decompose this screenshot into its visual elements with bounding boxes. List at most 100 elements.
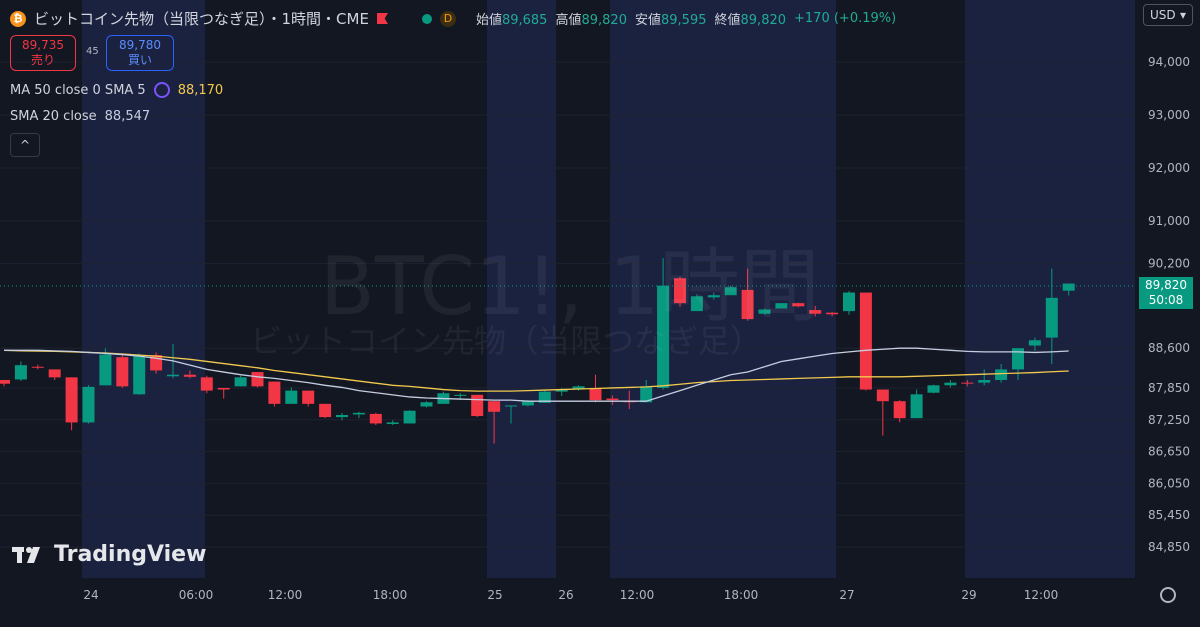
candle-body bbox=[82, 386, 95, 423]
ma50-label: MA 50 close 0 SMA 5 bbox=[10, 82, 146, 98]
candle-body bbox=[555, 389, 568, 392]
time-tick-label: 12:00 bbox=[1024, 588, 1059, 602]
candle-body bbox=[14, 365, 27, 380]
candle-body bbox=[1028, 340, 1041, 346]
price-tick-label: 86,650 bbox=[1148, 445, 1190, 459]
flag-icon[interactable] bbox=[376, 13, 388, 24]
candle-body bbox=[0, 380, 10, 384]
time-tick-label: 29 bbox=[961, 588, 976, 602]
buy-button[interactable]: 89,780 買い bbox=[106, 35, 174, 71]
candle-body bbox=[99, 354, 112, 386]
candle-body bbox=[657, 285, 670, 388]
session-band bbox=[965, 0, 1135, 578]
candle-body bbox=[1045, 297, 1058, 338]
loading-icon bbox=[153, 82, 170, 98]
sma20-indicator[interactable]: SMA 20 close 88,547 bbox=[10, 109, 150, 124]
candle-body bbox=[352, 412, 365, 415]
tradingview-logo[interactable]: TradingView bbox=[12, 542, 206, 567]
candle-body bbox=[403, 410, 416, 424]
high-label: 高値 bbox=[555, 13, 582, 28]
market-status-icon[interactable] bbox=[421, 13, 432, 24]
last-price-tag: 89,820 50:08 bbox=[1139, 277, 1193, 309]
session-band bbox=[82, 0, 205, 578]
candle-body bbox=[910, 394, 923, 419]
candle-body bbox=[488, 401, 501, 412]
currency-select[interactable]: USD ▾ bbox=[1143, 4, 1193, 26]
candle-body bbox=[589, 389, 602, 401]
candles bbox=[0, 258, 1075, 444]
candle-body bbox=[369, 413, 382, 424]
session-band bbox=[610, 0, 836, 578]
low-value: 89,595 bbox=[661, 13, 707, 28]
chart-title[interactable]: ビットコイン先物（当限つなぎ足）・1時間・CME bbox=[34, 10, 369, 28]
candle-body bbox=[843, 292, 855, 312]
candle-body bbox=[133, 355, 146, 395]
candle-body bbox=[285, 390, 298, 404]
candle-body bbox=[319, 403, 332, 418]
candle-body bbox=[859, 292, 872, 390]
ma-lines bbox=[3, 347, 1069, 402]
currency-label: USD bbox=[1150, 8, 1176, 22]
candle-body bbox=[217, 387, 230, 390]
candle-body bbox=[707, 295, 720, 298]
sma20-value: 88,547 bbox=[104, 109, 151, 124]
candle-body bbox=[775, 303, 788, 309]
candle-body bbox=[927, 385, 940, 393]
candle-body bbox=[792, 303, 805, 307]
change-value: +170 (+0.19%) bbox=[794, 11, 897, 26]
candle-body bbox=[454, 394, 467, 396]
candle-body bbox=[995, 369, 1008, 380]
bar-countdown: 50:08 bbox=[1148, 293, 1184, 307]
time-tick-label: 12:00 bbox=[268, 588, 303, 602]
time-tick-label: 18:00 bbox=[724, 588, 759, 602]
d-badge-icon[interactable]: D bbox=[439, 10, 456, 27]
session-bands bbox=[82, 0, 1135, 578]
buy-label: 買い bbox=[127, 53, 152, 67]
bitcoin-icon: ₿ bbox=[10, 10, 26, 27]
sell-label: 売り bbox=[30, 53, 55, 67]
time-axis[interactable]: 24 06:00 12:00 18:00 25 26 12:00 18:00 27 29 12:00 bbox=[83, 588, 1058, 602]
tradingview-logo-icon bbox=[12, 546, 40, 563]
sma20-label: SMA 20 close bbox=[10, 109, 97, 124]
candle-body bbox=[31, 366, 44, 368]
candle-body bbox=[724, 287, 737, 296]
price-tick-label: 92,000 bbox=[1148, 161, 1190, 175]
candle-body bbox=[336, 414, 348, 418]
price-tick-label: 88,600 bbox=[1148, 341, 1190, 355]
price-tick-label: 91,000 bbox=[1148, 214, 1190, 228]
time-tick-label: 27 bbox=[839, 588, 854, 602]
collapse-legend-button[interactable]: ^ bbox=[10, 133, 40, 157]
candle-body bbox=[741, 289, 754, 320]
settings-gear-icon[interactable] bbox=[1160, 587, 1176, 603]
candle-body bbox=[978, 380, 991, 383]
ma50-indicator[interactable]: MA 50 close 0 SMA 5 88,170 bbox=[10, 82, 223, 98]
sma20-line bbox=[4, 347, 1069, 402]
buy-price: 89,780 bbox=[119, 38, 161, 52]
time-tick-label: 24 bbox=[83, 588, 98, 602]
candle-body bbox=[251, 372, 264, 387]
watermark-name: ビットコイン先物（当限つなぎ足） bbox=[250, 322, 763, 360]
low-label: 安値 bbox=[634, 13, 661, 28]
price-tick-label: 84,850 bbox=[1148, 540, 1190, 554]
watermark-symbol: BTC1!, 1時間 bbox=[320, 240, 820, 333]
candle-body bbox=[572, 386, 585, 390]
candle-body bbox=[1012, 348, 1024, 370]
sell-button[interactable]: 89,735 売り bbox=[10, 35, 76, 71]
candle-body bbox=[606, 398, 619, 401]
candle-body bbox=[420, 402, 433, 407]
candle-body bbox=[690, 296, 703, 312]
sell-price: 89,735 bbox=[22, 38, 64, 52]
price-tick-label: 93,000 bbox=[1148, 108, 1190, 122]
candle-body bbox=[809, 310, 822, 314]
candle-body bbox=[48, 369, 61, 378]
price-axis[interactable]: 84,850 85,450 86,050 86,650 87,250 87,850 88,6… bbox=[1148, 55, 1190, 554]
candle-body bbox=[826, 312, 839, 315]
candle-body bbox=[65, 377, 78, 423]
chevron-down-icon: ▾ bbox=[1179, 8, 1186, 22]
candle-body bbox=[167, 374, 179, 377]
candle-body bbox=[893, 401, 906, 419]
close-value: 89,820 bbox=[740, 13, 787, 28]
price-tick-label: 86,050 bbox=[1148, 476, 1190, 490]
ma50-line bbox=[3, 349, 1069, 392]
